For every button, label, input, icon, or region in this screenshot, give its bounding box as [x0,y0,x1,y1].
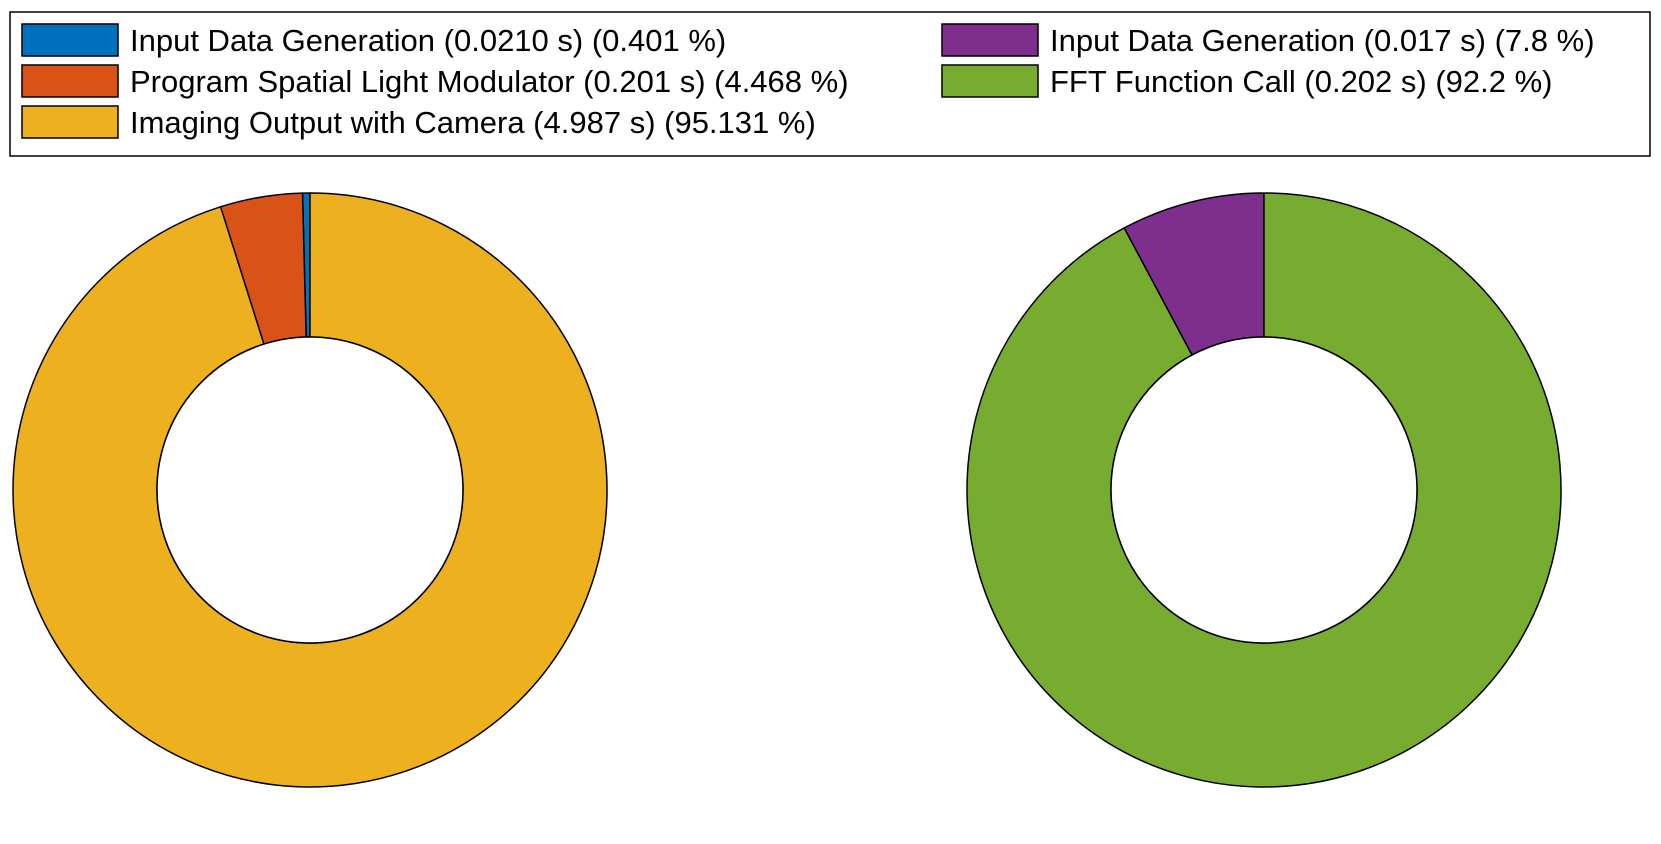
legend-swatch-0-2 [21,105,119,139]
donut-chart-right [966,192,1562,788]
donut-hole-1 [1110,336,1418,644]
legend-swatch-0-1 [21,64,119,98]
legend-label-1-1: FFT Function Call (0.202 s) (92.2 %) [1050,64,1553,99]
legend-label-0-0: Input Data Generation (0.0210 s) (0.401 … [130,23,726,58]
legend-swatch-1-0 [941,23,1039,57]
legend-swatch-1-1 [941,64,1039,98]
legend-label-0-1: Program Spatial Light Modulator (0.201 s… [130,64,849,99]
legend-label-0-2: Imaging Output with Camera (4.987 s) (95… [130,105,816,140]
legend-label-1-0: Input Data Generation (0.017 s) (7.8 %) [1050,23,1595,58]
donut-chart-left [12,192,608,788]
legend-swatch-0-0 [21,23,119,57]
legend: Input Data Generation (0.0210 s) (0.401 … [9,11,1651,157]
legend-box [9,11,1651,157]
donut-hole-0 [156,336,464,644]
